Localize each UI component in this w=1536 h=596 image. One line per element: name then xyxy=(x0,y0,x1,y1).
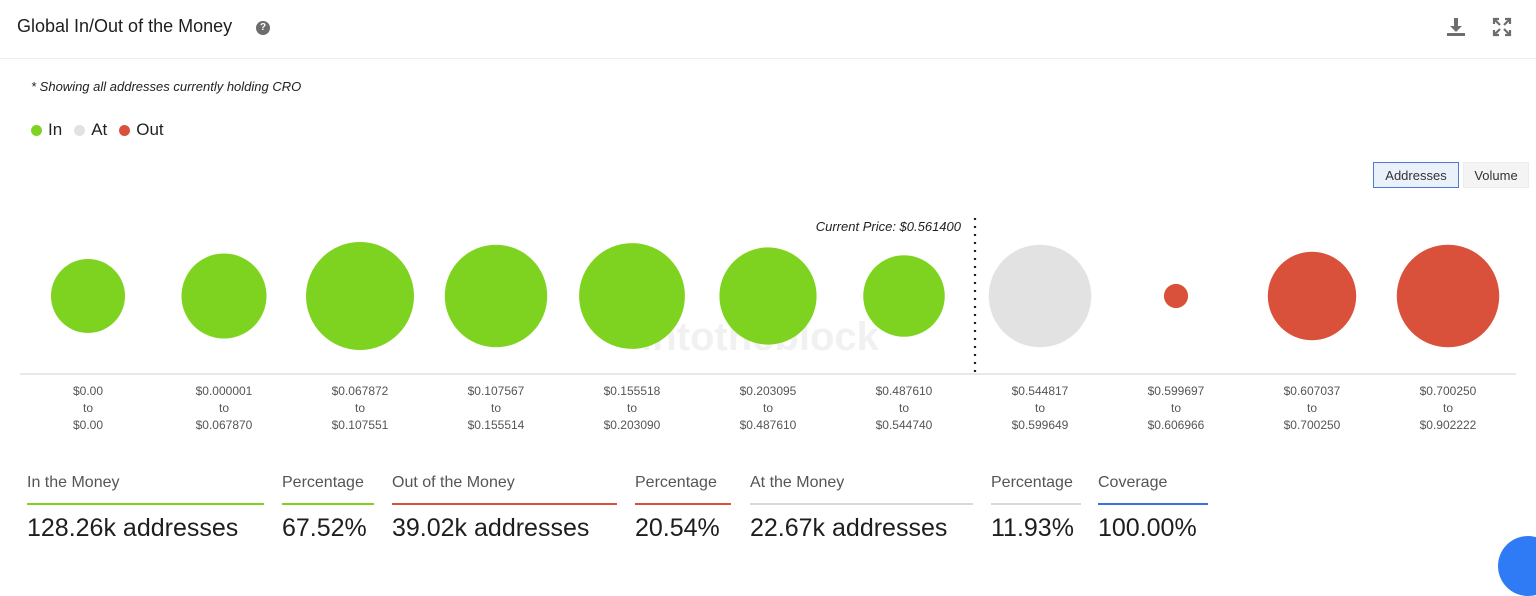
stat-out-pct-value: 20.54% xyxy=(635,514,720,542)
tick-label-10-from: $0.607037 xyxy=(1284,384,1341,398)
bubble-3[interactable] xyxy=(306,242,414,350)
bubble-11[interactable] xyxy=(1396,244,1500,348)
tick-label-3-to-word: to xyxy=(355,401,365,415)
tick-label-6-from: $0.203095 xyxy=(740,384,797,398)
tick-label-8-to: $0.599649 xyxy=(1012,418,1069,432)
stat-coverage-label: Coverage xyxy=(1098,474,1208,505)
legend: In At Out xyxy=(31,120,176,140)
stat-at-value: 22.67k addresses xyxy=(750,514,948,542)
tick-label-3-to: $0.107551 xyxy=(332,418,389,432)
tick-label-1-to-word: to xyxy=(83,401,93,415)
tick-label-9-to-word: to xyxy=(1171,401,1181,415)
bubble-2[interactable] xyxy=(181,253,267,339)
widget-title: Global In/Out of the Money xyxy=(17,16,233,36)
stat-in-pct-label: Percentage xyxy=(282,474,374,505)
tick-label-5-to-word: to xyxy=(627,401,637,415)
tick-label-5-to: $0.203090 xyxy=(604,418,661,432)
bubble-7[interactable] xyxy=(863,255,945,337)
stat-out-label: Out of the Money xyxy=(392,474,617,505)
addresses-toggle-button[interactable]: Addresses xyxy=(1373,162,1459,188)
bubble-10[interactable] xyxy=(1267,251,1357,341)
bubble-6[interactable] xyxy=(719,247,817,345)
stat-in-value: 128.26k addresses xyxy=(27,514,239,542)
tick-label-10-to: $0.700250 xyxy=(1284,418,1341,432)
download-icon[interactable] xyxy=(1444,15,1468,39)
tick-label-7-to-word: to xyxy=(899,401,909,415)
tick-label-7-to: $0.544740 xyxy=(876,418,933,432)
tick-label-11-to-word: to xyxy=(1443,401,1453,415)
tick-label-4-to-word: to xyxy=(491,401,501,415)
widget-header: Global In/Out of the Money ? xyxy=(0,0,1536,59)
tick-label-4-from: $0.107567 xyxy=(468,384,525,398)
stat-at-the-money: At the Money 22.67k addresses xyxy=(750,474,973,542)
tick-label-2-to-word: to xyxy=(219,401,229,415)
tick-label-10-to-word: to xyxy=(1307,401,1317,415)
legend-label-out: Out xyxy=(136,120,164,139)
tick-label-2-from: $0.000001 xyxy=(196,384,253,398)
bubble-1[interactable] xyxy=(50,258,126,334)
tick-label-11-to: $0.902222 xyxy=(1420,418,1477,432)
tick-label-6-to-word: to xyxy=(763,401,773,415)
expand-icon[interactable] xyxy=(1490,15,1514,39)
tick-label-8-to-word: to xyxy=(1035,401,1045,415)
legend-item-out[interactable]: Out xyxy=(119,120,164,140)
stat-out-percentage: Percentage 20.54% xyxy=(635,474,731,542)
stat-out-value: 39.02k addresses xyxy=(392,514,590,542)
tick-label-9-from: $0.599697 xyxy=(1148,384,1205,398)
current-price-label: Current Price: $0.561400 xyxy=(816,219,962,234)
tick-label-1-to: $0.00 xyxy=(73,418,103,432)
tick-label-6-to: $0.487610 xyxy=(740,418,797,432)
stat-at-label: At the Money xyxy=(750,474,973,505)
legend-dot-out xyxy=(119,124,131,136)
bubble-9[interactable] xyxy=(1163,283,1189,309)
iomap-bubble-chart: intotheblock$0.00to$0.00$0.000001to$0.06… xyxy=(20,218,1516,432)
tick-label-8-from: $0.544817 xyxy=(1012,384,1069,398)
stat-out-of-the-money: Out of the Money 39.02k addresses xyxy=(392,474,617,542)
stat-at-percentage: Percentage 11.93% xyxy=(991,474,1081,542)
volume-toggle-button[interactable]: Volume xyxy=(1463,162,1529,188)
tick-label-1-from: $0.00 xyxy=(73,384,103,398)
tick-label-4-to: $0.155514 xyxy=(468,418,525,432)
legend-label-at: At xyxy=(91,120,108,139)
bubble-5[interactable] xyxy=(579,243,685,349)
legend-item-at[interactable]: At xyxy=(74,120,107,140)
bubble-4[interactable] xyxy=(444,244,548,348)
stat-coverage: Coverage 100.00% xyxy=(1098,474,1208,542)
stat-in-label: In the Money xyxy=(27,474,264,505)
question-circle-icon[interactable]: ? xyxy=(256,21,270,35)
tick-label-3-from: $0.067872 xyxy=(332,384,389,398)
legend-dot-at xyxy=(74,124,86,136)
bubble-8[interactable] xyxy=(988,244,1092,348)
stat-out-pct-label: Percentage xyxy=(635,474,731,505)
stat-in-percentage: Percentage 67.52% xyxy=(282,474,374,542)
stat-in-pct-value: 67.52% xyxy=(282,514,367,542)
tick-label-9-to: $0.606966 xyxy=(1148,418,1205,432)
holding-note: * Showing all addresses currently holdin… xyxy=(31,79,302,94)
legend-label-in: In xyxy=(48,120,63,139)
stat-coverage-value: 100.00% xyxy=(1098,514,1197,542)
tick-label-7-from: $0.487610 xyxy=(876,384,933,398)
legend-dot-in xyxy=(31,124,42,136)
stat-at-pct-value: 11.93% xyxy=(991,514,1074,542)
chat-bubble-button[interactable] xyxy=(1498,536,1536,596)
legend-item-in[interactable]: In xyxy=(31,120,62,140)
stat-in-the-money: In the Money 128.26k addresses xyxy=(27,474,264,542)
tick-label-5-from: $0.155518 xyxy=(604,384,661,398)
tick-label-11-from: $0.700250 xyxy=(1420,384,1477,398)
stat-at-pct-label: Percentage xyxy=(991,474,1081,505)
tick-label-2-to: $0.067870 xyxy=(196,418,253,432)
